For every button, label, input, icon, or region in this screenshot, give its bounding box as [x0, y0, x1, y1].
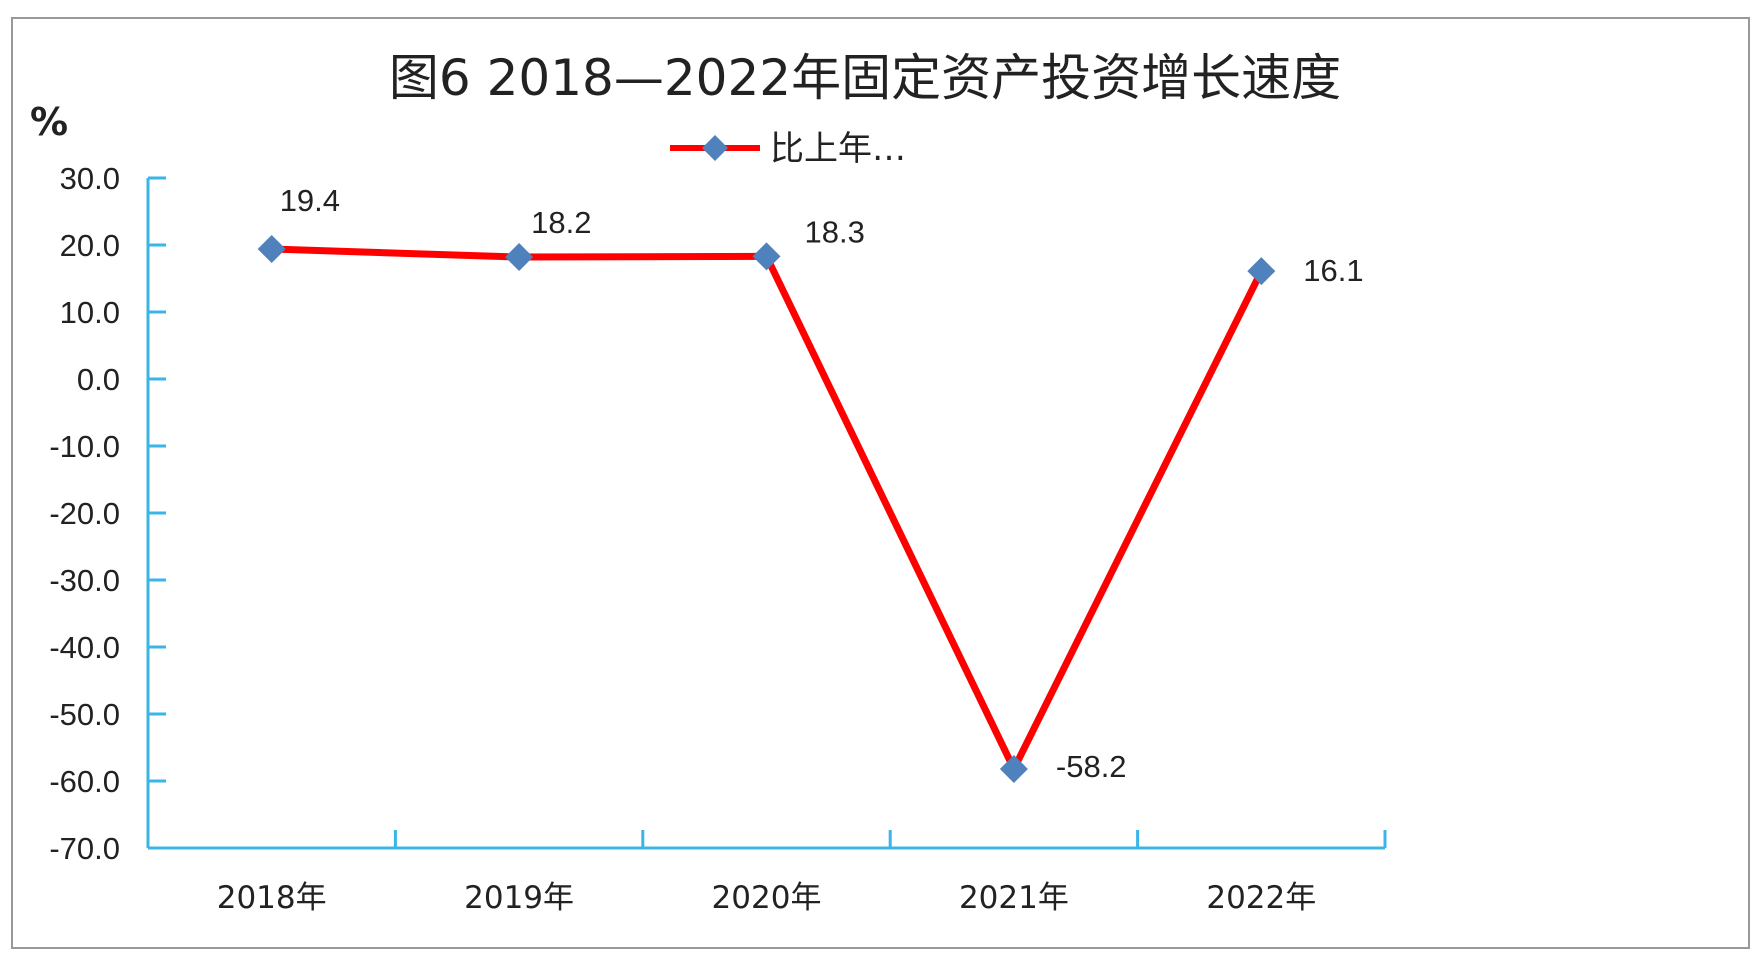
- y-tick-label: 20.0: [60, 228, 120, 263]
- legend-label: 比上年…: [770, 129, 906, 169]
- chart-frame: [11, 17, 1750, 949]
- x-tick-label: 2018年: [217, 880, 327, 916]
- y-axis-ticks: 30.0 20.0 10.0 0.0 -10.0 -20.0 -30.0 -40.0 -50.0…: [49, 161, 166, 866]
- x-tick-label: 2020年: [712, 880, 822, 916]
- y-tick-label: 0.0: [77, 362, 120, 397]
- series-group: 19.4 18.2 18.3 -58.2 16.1: [257, 183, 1364, 784]
- data-point-marker: [752, 242, 781, 271]
- x-tick-label: 2019年: [464, 880, 574, 916]
- y-tick-label: -50.0: [49, 697, 120, 732]
- y-tick-label: -30.0: [49, 563, 120, 598]
- y-tick-label: -70.0: [49, 831, 120, 866]
- x-tick-label: 2021年: [959, 880, 1069, 916]
- y-tick-label: 30.0: [60, 161, 120, 196]
- data-point-marker: [999, 754, 1028, 783]
- chart-title: 图6 2018—2022年固定资产投资增长速度: [389, 49, 1341, 107]
- legend: 比上年…: [670, 129, 906, 169]
- data-label: 16.1: [1303, 253, 1363, 288]
- data-label: 19.4: [280, 183, 340, 218]
- data-label: 18.3: [805, 214, 865, 249]
- y-axis-unit: %: [30, 100, 68, 144]
- data-point-marker: [505, 243, 534, 272]
- y-tick-label: -60.0: [49, 764, 120, 799]
- legend-diamond-marker: [702, 135, 728, 161]
- y-tick-label: 10.0: [60, 295, 120, 330]
- y-tick-label: -40.0: [49, 630, 120, 665]
- y-tick-label: -20.0: [49, 496, 120, 531]
- x-axis-ticks: 2018年 2019年 2020年 2021年 2022年: [146, 830, 1387, 916]
- data-label: 18.2: [531, 205, 591, 240]
- data-point-marker: [257, 235, 286, 264]
- data-point-marker: [1247, 257, 1276, 286]
- y-tick-label: -10.0: [49, 429, 120, 464]
- x-tick-label: 2022年: [1206, 880, 1316, 916]
- data-label: -58.2: [1056, 749, 1127, 784]
